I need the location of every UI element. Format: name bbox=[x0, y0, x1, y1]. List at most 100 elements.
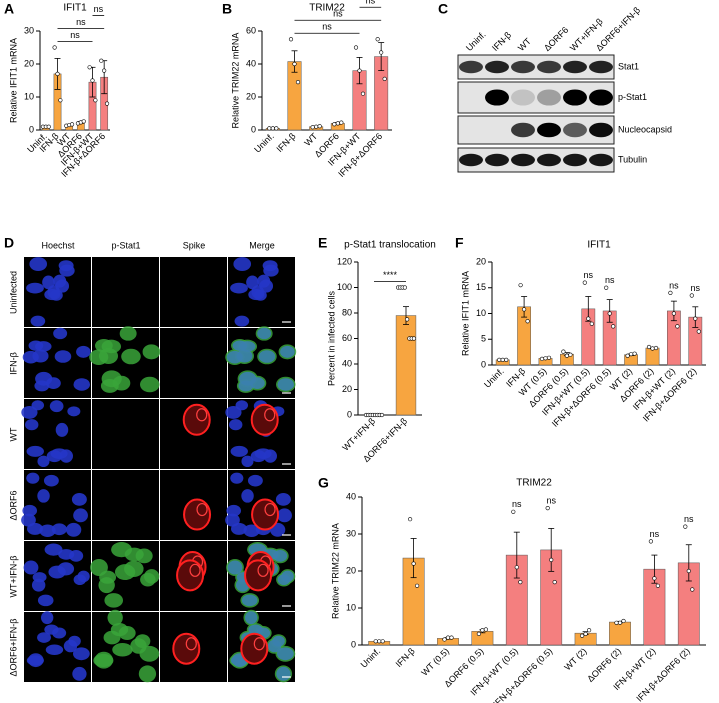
data-point bbox=[614, 620, 619, 625]
image-tile bbox=[228, 257, 295, 327]
x-tick-label: WT (0.5) bbox=[419, 646, 451, 678]
data-point bbox=[582, 280, 587, 285]
stain-blue bbox=[30, 315, 46, 327]
significance-label: ns bbox=[512, 499, 522, 509]
stain-red bbox=[250, 403, 279, 436]
panel-letter: E bbox=[318, 235, 327, 251]
x-tick-label: IFN-β bbox=[394, 646, 417, 669]
stain-blue bbox=[51, 523, 67, 536]
data-point bbox=[646, 344, 652, 350]
channel-label: p-Stat1 bbox=[111, 240, 140, 250]
significance-label: ns bbox=[76, 17, 86, 27]
stain-green bbox=[142, 344, 161, 360]
data-point bbox=[632, 351, 637, 356]
data-point bbox=[310, 125, 315, 130]
stain-blue bbox=[243, 524, 260, 538]
y-tick-label: 60 bbox=[246, 25, 256, 35]
data-point bbox=[514, 565, 519, 570]
y-tick-label: 0 bbox=[481, 359, 486, 369]
data-point bbox=[586, 316, 591, 321]
data-point bbox=[518, 283, 523, 288]
stain-blue bbox=[241, 455, 254, 468]
significance-label: ns bbox=[94, 4, 104, 14]
data-point bbox=[690, 587, 695, 592]
stain-blue bbox=[241, 489, 254, 503]
blot-band bbox=[563, 60, 587, 74]
stain-red bbox=[176, 559, 205, 592]
data-point bbox=[332, 122, 337, 127]
stain-green bbox=[103, 630, 121, 645]
image-tile bbox=[21, 399, 91, 469]
data-point bbox=[476, 631, 482, 637]
stain-blue bbox=[26, 282, 44, 294]
image-tile bbox=[160, 399, 227, 469]
stain-blue bbox=[257, 274, 271, 288]
stain-blue bbox=[23, 560, 39, 575]
image-tile bbox=[160, 328, 227, 398]
data-point bbox=[617, 620, 623, 625]
stain-blue bbox=[276, 666, 291, 681]
data-point bbox=[497, 357, 502, 362]
stain-red bbox=[196, 502, 208, 517]
stain-green bbox=[135, 548, 153, 564]
stain-green bbox=[112, 643, 133, 657]
stain-blue bbox=[29, 257, 48, 271]
x-tick-label: Uninf. bbox=[482, 366, 506, 390]
stain-blue bbox=[48, 565, 66, 579]
tile-background bbox=[160, 257, 227, 327]
data-point bbox=[648, 539, 654, 544]
stain-blue bbox=[230, 445, 248, 457]
data-point bbox=[382, 76, 387, 81]
data-point bbox=[402, 285, 407, 290]
data-point bbox=[375, 37, 380, 42]
stain-blue bbox=[233, 257, 252, 271]
blot-band bbox=[537, 153, 561, 167]
y-tick-label: 20 bbox=[24, 58, 34, 68]
condition-label: WT bbox=[8, 427, 18, 441]
data-point bbox=[353, 45, 359, 50]
blot-band bbox=[459, 153, 483, 167]
data-point bbox=[408, 517, 413, 522]
stain-blue bbox=[59, 264, 75, 277]
y-tick-label: 20 bbox=[342, 384, 352, 394]
data-point bbox=[55, 71, 60, 76]
data-point bbox=[99, 58, 104, 63]
stain-blue bbox=[26, 522, 43, 535]
image-tile bbox=[89, 326, 161, 398]
stain-red bbox=[264, 502, 276, 517]
significance-label: ns bbox=[366, 0, 376, 6]
stain-blue bbox=[230, 282, 248, 294]
blot-band bbox=[459, 60, 483, 74]
blot-band bbox=[511, 60, 535, 74]
image-tile bbox=[90, 541, 160, 611]
data-point bbox=[360, 91, 366, 96]
significance-label: ns bbox=[605, 275, 615, 285]
blot-band bbox=[589, 153, 613, 167]
y-axis-label: Percent in infected cells bbox=[326, 290, 336, 386]
stain-blue bbox=[225, 406, 242, 419]
stain-green bbox=[140, 572, 156, 587]
x-tick-label: WT (2) bbox=[562, 646, 588, 672]
stain-blue bbox=[32, 349, 49, 363]
blot-strip bbox=[457, 81, 615, 114]
y-tick-label: 100 bbox=[337, 282, 352, 292]
y-tick-label: 20 bbox=[476, 256, 486, 266]
data-point bbox=[93, 98, 98, 103]
stain-blue bbox=[49, 400, 64, 413]
stain-green bbox=[98, 577, 115, 594]
stain-blue bbox=[230, 522, 247, 535]
stain-blue bbox=[241, 594, 258, 607]
stain-blue bbox=[76, 345, 91, 358]
significance-label: ns bbox=[333, 9, 343, 19]
data-point bbox=[689, 293, 694, 298]
y-tick-label: 30 bbox=[346, 528, 356, 538]
stain-blue bbox=[257, 327, 272, 340]
panel-letter: G bbox=[318, 475, 329, 491]
data-point bbox=[589, 321, 594, 326]
data-point bbox=[539, 356, 545, 361]
y-tick-label: 10 bbox=[346, 602, 356, 612]
data-point bbox=[518, 579, 523, 585]
y-tick-label: 30 bbox=[24, 25, 34, 35]
chart-title: IFIT1 bbox=[63, 3, 87, 14]
data-point bbox=[81, 119, 86, 124]
